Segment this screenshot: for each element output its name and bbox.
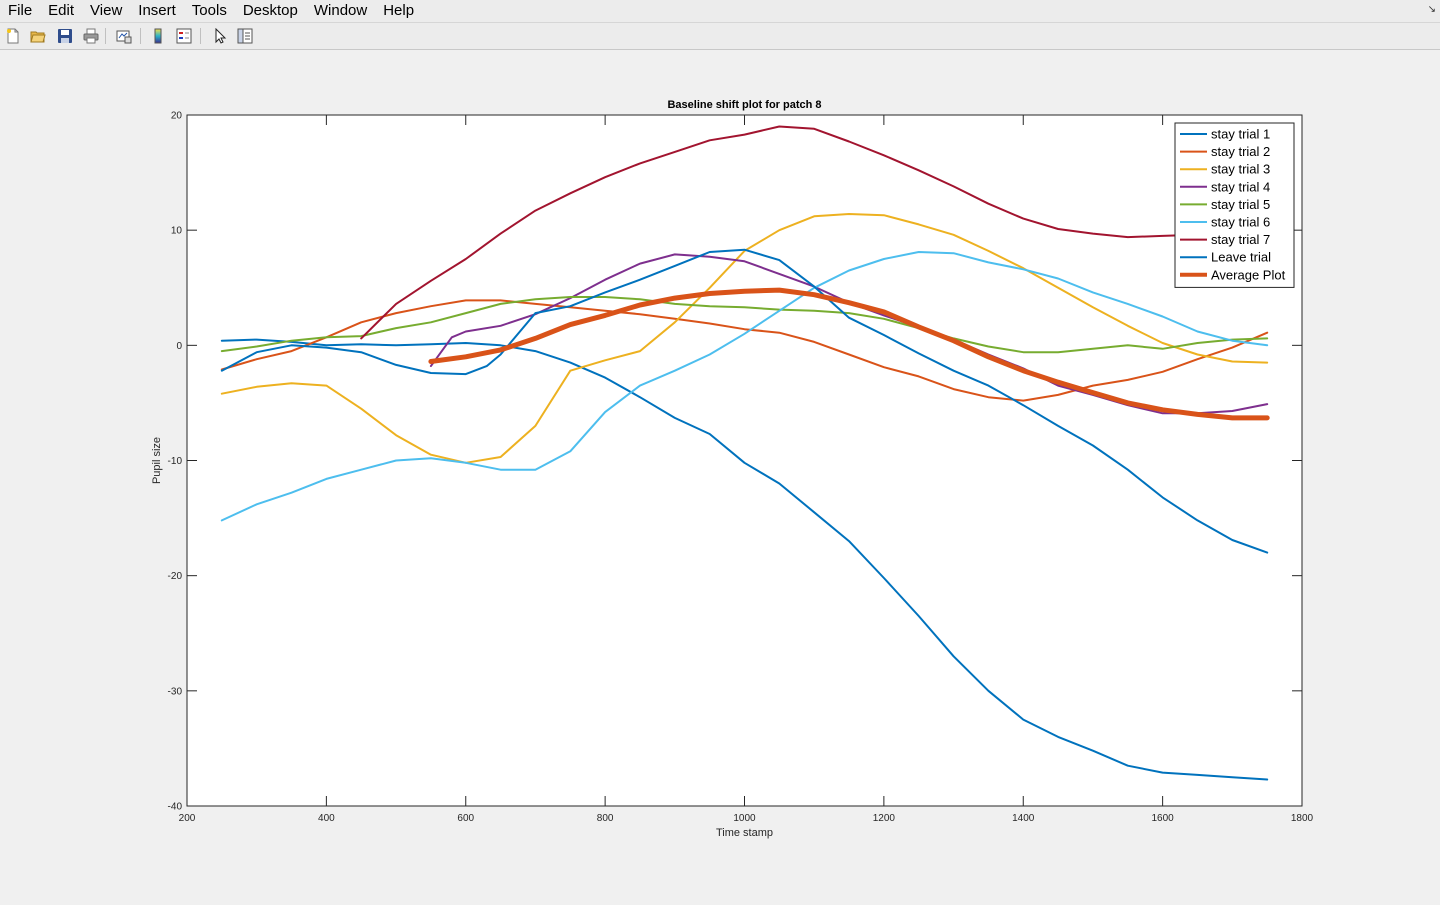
- menu-tools[interactable]: Tools: [191, 2, 227, 19]
- legend-entry-label: stay trial 5: [1211, 197, 1270, 212]
- series-line-stay-trial-1[interactable]: [220, 338, 1269, 781]
- x-tick-label: 1800: [1291, 813, 1314, 824]
- legend-entry-label: stay trial 1: [1211, 127, 1270, 142]
- figure-toolbar: [0, 23, 1440, 50]
- series-line-stay-trial-7[interactable]: [360, 125, 1234, 340]
- series-line-stay-trial-3[interactable]: [220, 213, 1269, 464]
- menu-edit[interactable]: Edit: [48, 2, 75, 19]
- legend[interactable]: stay trial 1 stay trial 2 stay trial 3 stay…: [1174, 122, 1295, 288]
- save-icon[interactable]: [55, 26, 75, 46]
- x-tick-label: 600: [457, 813, 474, 824]
- y-tick-label: -40: [168, 802, 183, 813]
- series-line-stay-trial-2[interactable]: [220, 299, 1269, 402]
- menu-window[interactable]: Window: [313, 2, 368, 19]
- x-tick-label: 1400: [1012, 813, 1035, 824]
- figure-canvas: 200 400 600 800 1000 1200 1400 1600 1800 -40 -30 -2…: [0, 50, 1440, 900]
- toolbar-separator: [200, 28, 201, 44]
- series-line-average-plot[interactable]: [428, 287, 1270, 421]
- series-line-stay-trial-6[interactable]: [220, 251, 1269, 522]
- open-file-icon[interactable]: [28, 26, 48, 46]
- y-tick-label: -10: [168, 456, 183, 467]
- toolbar-separator: [105, 28, 106, 44]
- legend-entry-label: stay trial 3: [1211, 162, 1270, 177]
- legend-entry-label: stay trial 6: [1211, 215, 1270, 230]
- series-line-stay-trial-5[interactable]: [220, 296, 1269, 354]
- y-tick-label: 0: [176, 341, 182, 352]
- x-axis-label: Time stamp: [716, 827, 773, 839]
- link-plot-icon[interactable]: [114, 26, 134, 46]
- x-tick-label: 1000: [733, 813, 756, 824]
- x-tick-label: 800: [597, 813, 614, 824]
- y-tick-label: -30: [168, 686, 183, 697]
- menu-file[interactable]: File: [8, 2, 33, 19]
- series-line-leave-trial[interactable]: [220, 248, 1269, 554]
- insert-legend-icon[interactable]: [174, 26, 194, 46]
- x-tick-label: 400: [318, 813, 335, 824]
- line-chart[interactable]: 200 400 600 800 1000 1200 1400 1600 1800-40-30-2…: [0, 50, 1440, 900]
- y-tick-label: 20: [171, 111, 183, 122]
- menu-bar: File Edit View Insert Tools Desktop Window Help: [0, 0, 1440, 23]
- plot-area: [187, 115, 1302, 806]
- edit-plot-icon[interactable]: [210, 26, 230, 46]
- x-tick-label: 200: [179, 813, 196, 824]
- menu-insert[interactable]: Insert: [138, 2, 176, 19]
- insert-colorbar-icon[interactable]: [148, 26, 168, 46]
- property-inspector-icon[interactable]: [235, 26, 255, 46]
- y-axis-label: Pupil size: [151, 437, 163, 484]
- menu-help[interactable]: Help: [383, 2, 415, 19]
- legend-entry-label: stay trial 7: [1211, 232, 1270, 247]
- x-tick-label: 1200: [873, 813, 896, 824]
- y-tick-label: -20: [168, 571, 183, 582]
- undock-arrow-icon[interactable]: ↘: [1427, 4, 1436, 15]
- new-figure-icon[interactable]: [3, 26, 23, 46]
- print-icon[interactable]: [81, 26, 101, 46]
- y-tick-label: 10: [171, 226, 183, 237]
- toolbar-separator: [140, 28, 141, 44]
- menu-desktop[interactable]: Desktop: [242, 2, 298, 19]
- legend-entry-label: stay trial 2: [1211, 144, 1270, 159]
- legend-entry-label: Leave trial: [1211, 250, 1271, 265]
- legend-entry-label: stay trial 4: [1211, 179, 1270, 194]
- x-tick-label: 1600: [1152, 813, 1175, 824]
- chart-title: Baseline shift plot for patch 8: [667, 99, 821, 111]
- legend-entry-label: Average Plot: [1211, 267, 1286, 282]
- menu-view[interactable]: View: [90, 2, 123, 19]
